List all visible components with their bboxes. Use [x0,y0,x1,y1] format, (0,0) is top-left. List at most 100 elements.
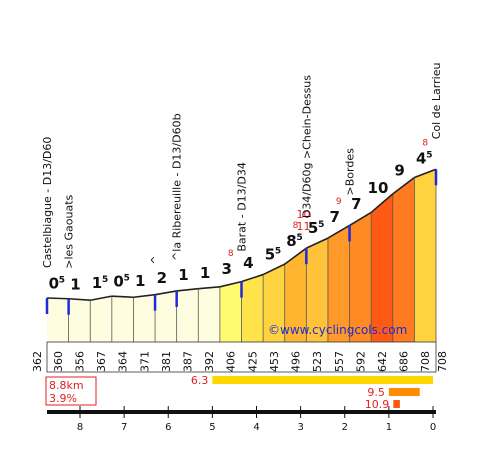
gradient-label-13: 7 [330,208,340,226]
segment-fill-2 [90,296,112,342]
profile-line [46,168,437,302]
profile-segment-1 [68,297,91,302]
summary-gradient: 3.9% [49,392,77,405]
gradient-label-12: 5 [308,219,318,237]
km-tick-label-4: 4 [253,422,259,433]
segment-fill-4 [133,294,156,342]
profile-segment-11 [284,247,307,265]
steep-bar-1 [388,388,420,396]
km-tick-label-5: 3 [297,422,303,433]
km-tick-label-0: 8 [77,422,83,433]
waypoint-label-3: ^la Ribereuille - D13/D60b [171,113,184,261]
profile-segment-12 [305,237,329,249]
altitude-label-2: 367 [95,351,108,372]
altitude-label-11: 496 [290,351,303,372]
altitude-label-5: 381 [160,351,173,372]
summary-distance: 8.8km [49,379,84,392]
segment-fills [47,169,436,342]
segment-fill-11 [284,248,307,342]
max-gradient-11: 8 [293,221,299,231]
waypoint-label-2: ^ [149,255,162,264]
waypoint-label-5: D34/D60g >Chein-Dessus [300,75,313,218]
gradient-label-3: 0 [113,273,123,291]
altitude-label-16: 686 [398,351,411,372]
waypoint-label-1: >les Gaouats [63,194,76,268]
waypoint-label-6: >Bordes [344,148,357,196]
gradient-label-1: 1 [70,275,80,293]
km-axis-bar [47,410,436,414]
gradient-sublabel-17: 5 [426,150,432,160]
profile-segment-10 [262,263,286,276]
profile-segment-8 [219,280,242,288]
segment-fill-5 [155,290,177,342]
gradient-label-0: 0 [49,274,59,292]
segment-fill-6 [176,288,199,342]
gradient-label-2: 1 [92,274,102,292]
gradient-sublabel-0: 5 [59,275,65,285]
steep-section-bars: 6.3 9.510.9 [191,374,433,411]
steep-bar-label-0: 6.3 [191,374,209,387]
km-axis: 8 7 6 5 4 3 2 1 0 [47,406,436,433]
waypoint-label-0: Castelbiague - D13/D60 [41,137,54,268]
gradient-label-11: 8 [286,232,296,250]
segment-fill-14 [349,212,372,342]
steep-bar-0 [212,376,433,384]
gradient-label-5: 2 [157,269,167,287]
waypoint-labels: Castelbiague - D13/D60 >les Gaouats ^ ^la R… [41,63,443,269]
altitude-label-6: 387 [181,351,194,372]
altitude-label-15: 642 [376,351,389,372]
km-tick-label-6: 2 [342,422,348,433]
altitude-label-9: 425 [246,351,259,372]
gradient-label-15: 10 [368,179,389,197]
profile-segment-0 [46,297,69,300]
altitude-label-12: 523 [311,351,324,372]
waypoint-label-7: Col de Larrieu [430,63,443,140]
gradient-label-10: 5 [265,245,275,263]
altitude-label-14: 592 [354,351,367,372]
gradient-sublabel-11: 5 [297,233,303,243]
gradient-label-6: 1 [178,266,188,284]
max-gradient-lower-11: 11 [297,220,311,233]
segment-fill-0 [47,298,69,342]
altitude-strip-frame [46,341,437,373]
gradient-label-8: 3 [221,260,231,278]
segment-fill-1 [68,298,91,342]
altitude-label-0: 360 [52,351,65,372]
profile-segment-9 [241,273,264,283]
segment-fill-17 [414,169,436,342]
altitude-label-7: 392 [203,351,216,372]
segment-fill-10 [263,264,285,342]
altitude-label-4: 371 [138,351,151,372]
segment-fill-16 [392,177,415,342]
end-altitude-label: 708 [436,351,449,372]
altitude-label-3: 364 [117,351,130,372]
km-tick-label-7: 1 [386,422,392,433]
segment-fill-15 [371,193,393,342]
gradient-sublabel-3: 5 [124,274,130,284]
profile-segment-13 [327,224,350,239]
steep-bar-label-1: 9.5 [367,386,385,399]
waypoint-ticks [45,169,438,315]
altitude-label-10: 453 [268,351,281,372]
profile-segment-16 [392,176,415,195]
altitude-labels: 360 356 367 364 371 381 387 392 406 425 453 496 523 5… [31,341,449,373]
gradient-label-17: 4 [416,149,426,167]
gradient-label-7: 1 [200,264,210,282]
km-tick-label-8: 0 [430,422,436,433]
gradient-sublabel-2: 5 [102,275,108,285]
segment-fill-12 [306,238,328,342]
steep-bar-label-2: 10.9 [365,398,390,411]
gradient-label-14: 7 [351,195,361,213]
gradient-label-16: 9 [394,162,404,180]
profile-segment-3 [111,295,134,299]
segment-fill-8 [219,281,242,342]
max-gradient-13: 9 [336,197,342,207]
max-gradient-8: 8 [228,249,234,259]
profile-segment-7 [198,286,220,290]
gradient-label-9: 4 [243,254,253,272]
max-gradient-17: 8 [422,138,428,148]
waypoint-label-4: Barat - D13/D34 [236,162,249,251]
